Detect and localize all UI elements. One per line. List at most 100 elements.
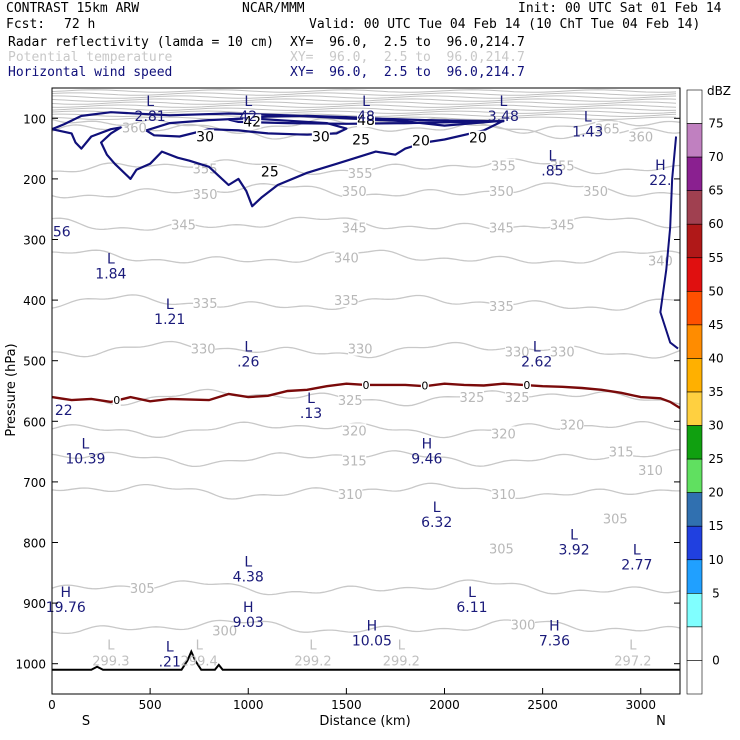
x-tick-label: 2000 [429, 698, 460, 712]
theta-label-bg [595, 121, 620, 136]
extremum-type: L [633, 543, 641, 559]
extremum-type: L [244, 555, 252, 571]
colorbar-label: 45 [708, 318, 723, 332]
wind-speed-contours: 20 20 25 25 30 30 42 48 [51, 111, 679, 350]
wind-label-20: 20 [412, 134, 430, 150]
extremum-value: 22 [55, 403, 73, 419]
theta-label-bg [489, 220, 514, 235]
theta-upper-band [52, 95, 677, 99]
y-tick-label: 300 [23, 234, 46, 248]
theta-upper-band [51, 98, 677, 102]
field-reflectivity-name: Radar reflectivity (lamda = 10 cm) [8, 35, 275, 50]
extremum-value: 22. [649, 173, 671, 189]
y-tick-label: 200 [23, 173, 46, 187]
theta-contour-310 [51, 482, 680, 500]
extremum-value: 3.92 [558, 542, 589, 558]
extremum-value: 9.03 [233, 615, 264, 631]
extremum-value: .85 [541, 164, 563, 180]
wind-contour-2 [228, 114, 505, 125]
colorbar-swatch [686, 525, 703, 561]
theta-label-325: 325 [338, 394, 363, 409]
theta-label-bg [511, 617, 535, 632]
colorbar-unit: dBZ [707, 84, 731, 98]
theta-contour-335 [51, 294, 681, 311]
extremum-type: L [499, 94, 507, 110]
colorbar-swatch [686, 358, 703, 393]
theta-label-bg [489, 299, 514, 314]
colorbar-label: 65 [708, 184, 723, 198]
colorbar-swatch [686, 291, 703, 326]
theta-label-bg [122, 120, 147, 135]
theta-label-355: 355 [550, 160, 575, 175]
extremum-type: L [584, 109, 592, 125]
extremum-type: H [422, 437, 433, 453]
x-axis-label: Distance (km) [319, 714, 410, 729]
extremum-value: .13 [300, 406, 322, 422]
theta-contour-340 [51, 249, 681, 264]
theta-upper-band [51, 110, 677, 114]
extremum-type: L [433, 500, 441, 516]
theta-label-bg [348, 341, 373, 356]
extremum-type: L [362, 94, 370, 110]
theta-label-bg [583, 184, 608, 199]
freeze-label-bg [522, 379, 531, 391]
colorbar-swatch [686, 660, 703, 695]
theta-label-355: 355 [348, 167, 373, 182]
theta-label-bg [193, 161, 218, 176]
colorbar-label: 70 [708, 150, 723, 164]
theta-label-bg [342, 453, 367, 468]
extremum-value: 6.32 [421, 515, 452, 531]
theta-label-315: 315 [609, 446, 634, 461]
colorbar-swatch [686, 324, 703, 359]
y-tick-label: 1000 [15, 658, 46, 672]
colorbar-swatch [686, 123, 703, 158]
theta-label-320: 320 [560, 418, 585, 433]
theta-label-bg [603, 511, 628, 526]
wind-contour-1 [145, 117, 348, 138]
colorbar-swatch [686, 626, 703, 661]
colorbar-swatch [686, 559, 703, 594]
theta-label-bg [560, 417, 585, 432]
theta-label-300: 300 [511, 618, 536, 633]
x-end-label-left: S [82, 714, 90, 729]
freeze-label-bg [420, 380, 429, 392]
x-tick-label: 1500 [331, 698, 362, 712]
field-reflectivity-xy: XY= 96.0, 2.5 to 96.0,214.7 [290, 35, 525, 50]
extremum-value: 2.62 [521, 355, 552, 371]
freeze-label: 0 [421, 380, 428, 393]
colorbar-swatch [686, 391, 703, 426]
theta-label-335: 335 [193, 297, 218, 312]
extremum-value: 42 [239, 109, 257, 125]
theta-label-360: 360 [628, 130, 653, 145]
y-tick-label: 600 [23, 415, 46, 429]
extremum-type: L [166, 297, 174, 313]
y-tick-label: 100 [23, 112, 46, 126]
extremum-type: L [570, 527, 578, 543]
theta-label-bg [212, 623, 237, 638]
freeze-label-bg [362, 379, 370, 391]
colorbar-label: 10 [708, 553, 723, 567]
theta-label-bg [550, 158, 575, 173]
theta-label-355: 355 [491, 160, 516, 175]
y-tick-label: 800 [23, 537, 46, 551]
freeze-label: 0 [523, 379, 530, 392]
fcst-value: 72 h [64, 17, 96, 32]
x-tick-label: 3000 [625, 698, 656, 712]
x-tick-label: 0 [48, 698, 56, 712]
colorbar-label: 15 [708, 519, 723, 533]
extremum-type: L [244, 94, 252, 110]
theta-label-bg [491, 158, 516, 173]
colorbar-label: 25 [708, 452, 723, 466]
extremum-value: 7.36 [539, 633, 570, 649]
wind-label-25: 25 [352, 133, 370, 149]
colorbar-swatch [686, 223, 703, 259]
theta-label-310: 310 [491, 488, 516, 503]
wind-contour-edge [659, 136, 679, 350]
theta-label-345: 345 [342, 221, 367, 236]
freeze-label: 0 [363, 379, 370, 392]
extremum-value: .21 [159, 655, 181, 671]
wind-label-bg [357, 113, 375, 128]
